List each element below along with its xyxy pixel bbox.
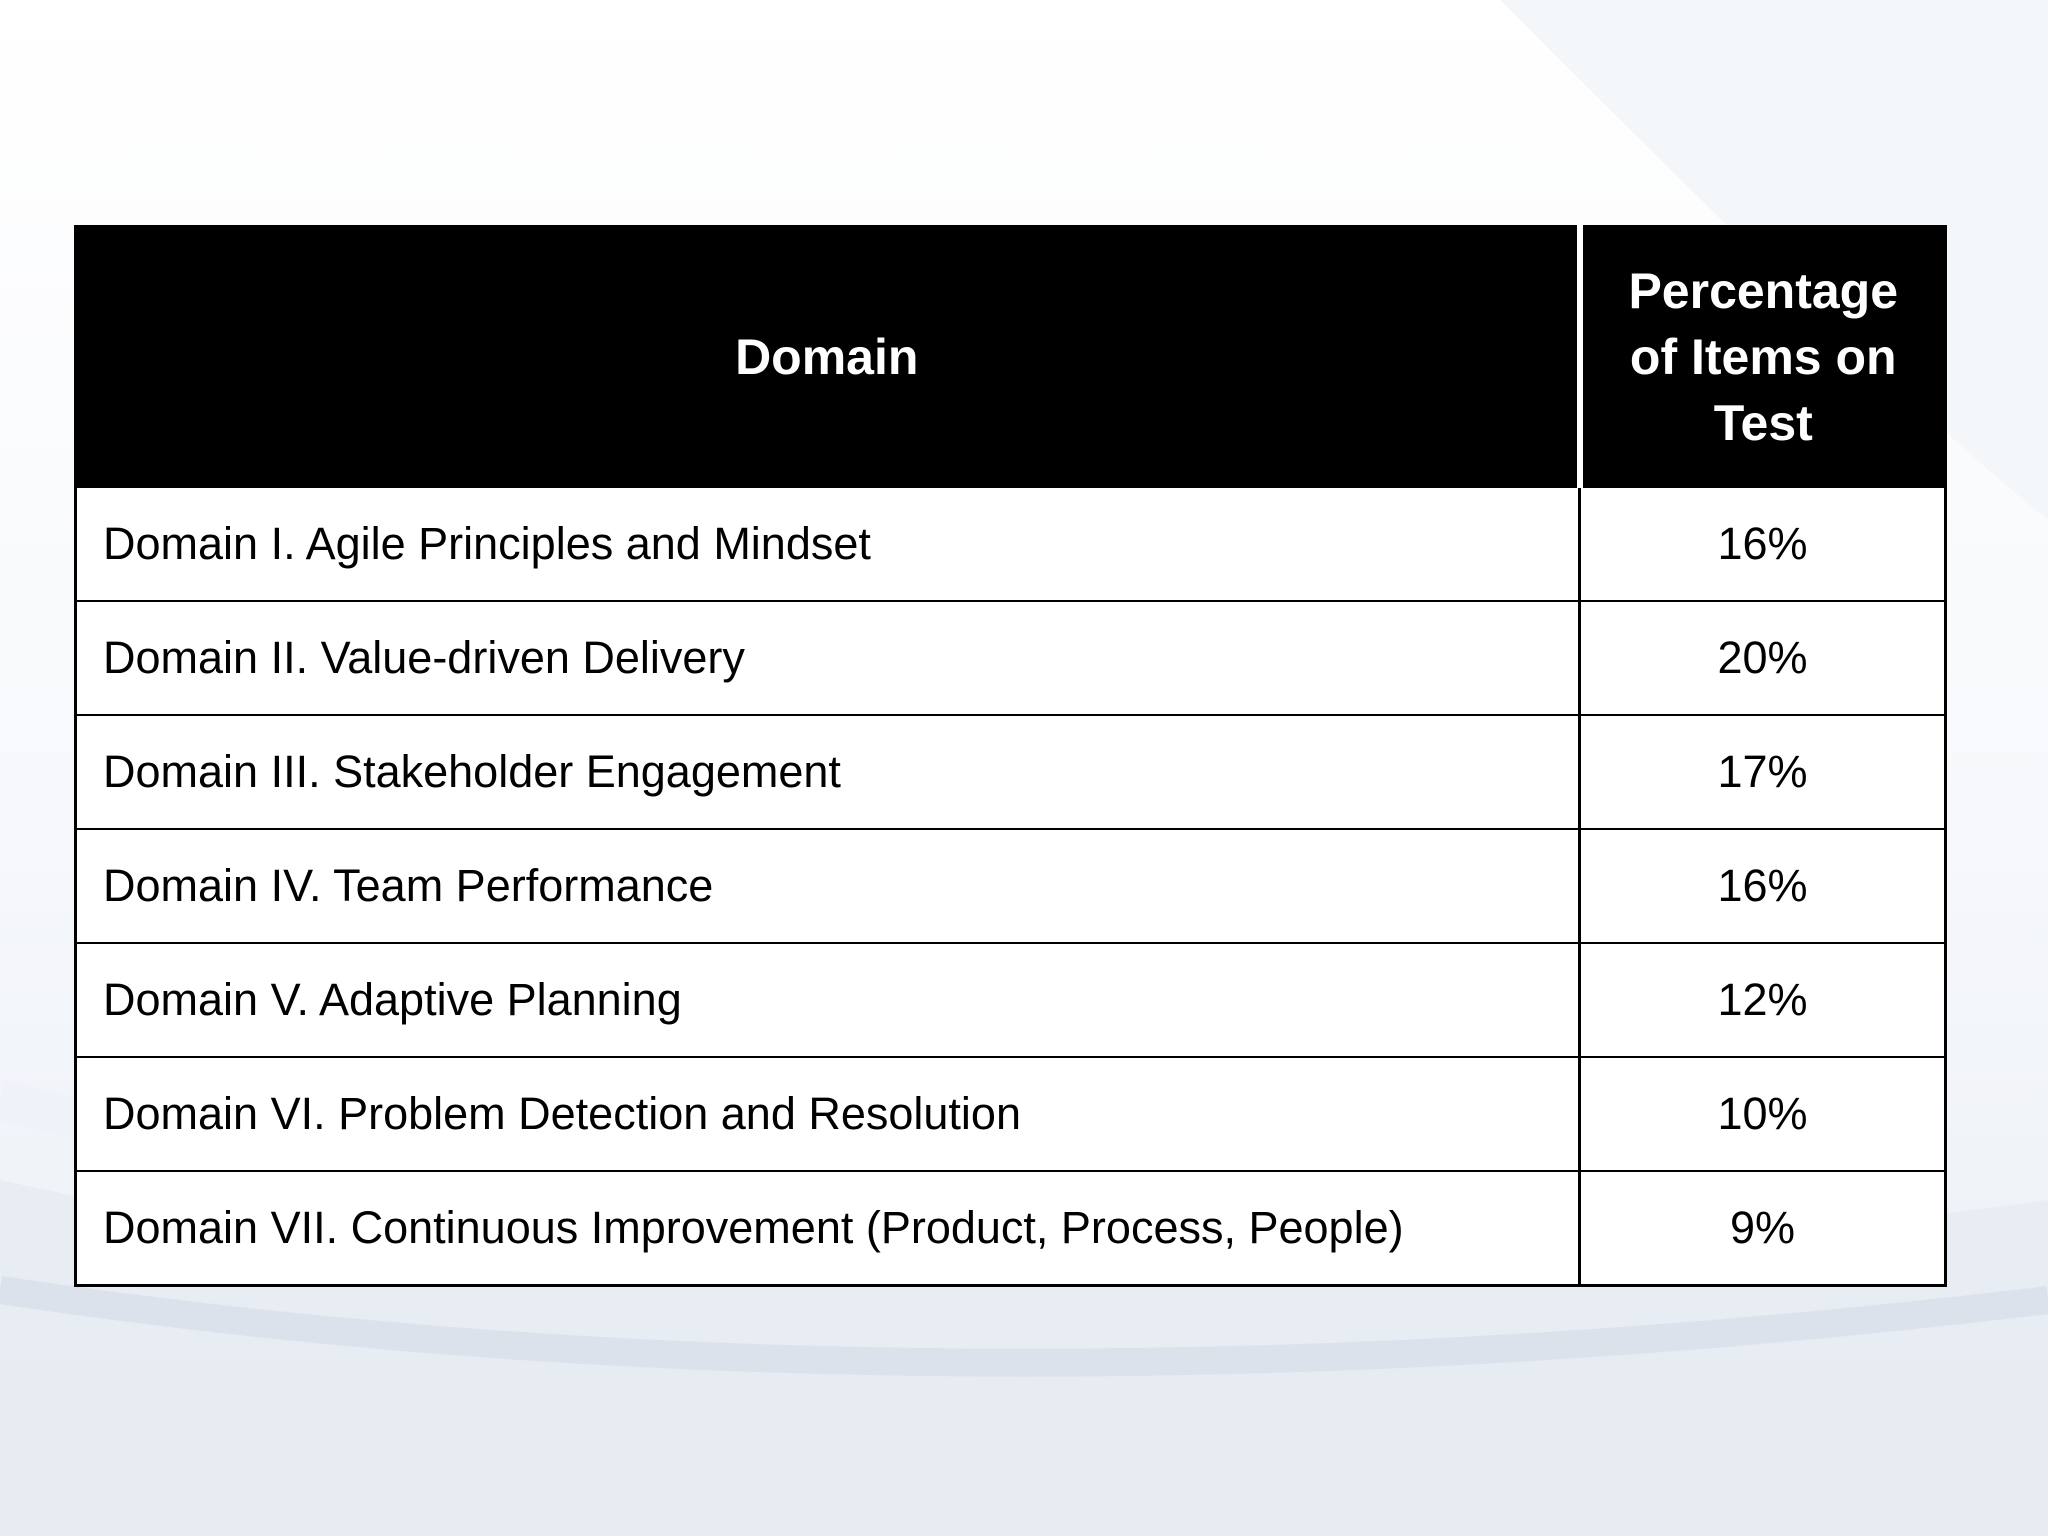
header-domain: Domain (75, 226, 1580, 487)
percentage-cell: 10% (1579, 1056, 1946, 1171)
header-percentage: Percentage of Items on Test (1576, 226, 1946, 487)
table-row: Domain V. Adaptive Planning 12% (75, 942, 1946, 1057)
percentage-cell: 16% (1579, 828, 1946, 943)
domain-percentage-table: Domain Percentage of Items on Test Domai… (74, 225, 1947, 1287)
header-percentage-line: Test (1713, 395, 1813, 451)
percentage-cell: 17% (1579, 714, 1946, 829)
percentage-cell: 20% (1579, 600, 1946, 715)
table-row: Domain I. Agile Principles and Mindset 1… (75, 486, 1946, 601)
domain-table-container: Domain Percentage of Items on Test Domai… (74, 225, 1947, 1287)
domain-cell: Domain V. Adaptive Planning (75, 942, 1581, 1057)
domain-cell: Domain IV. Team Performance (75, 828, 1581, 943)
domain-cell: Domain VII. Continuous Improvement (Prod… (75, 1170, 1581, 1286)
table-row: Domain IV. Team Performance 16% (75, 828, 1946, 943)
header-percentage-line: of Items on (1629, 329, 1897, 385)
percentage-cell: 12% (1579, 942, 1946, 1057)
table-row: Domain III. Stakeholder Engagement 17% (75, 714, 1946, 829)
percentage-cell: 9% (1579, 1170, 1946, 1286)
domain-cell: Domain VI. Problem Detection and Resolut… (75, 1056, 1581, 1171)
domain-cell: Domain III. Stakeholder Engagement (75, 714, 1581, 829)
table-header-row: Domain Percentage of Items on Test (75, 226, 1946, 487)
table-row: Domain VII. Continuous Improvement (Prod… (75, 1170, 1946, 1286)
table-row: Domain II. Value-driven Delivery 20% (75, 600, 1946, 715)
table-row: Domain VI. Problem Detection and Resolut… (75, 1056, 1946, 1171)
header-percentage-line: Percentage (1628, 263, 1899, 319)
domain-cell: Domain I. Agile Principles and Mindset (75, 486, 1581, 601)
percentage-cell: 16% (1579, 486, 1946, 601)
domain-cell: Domain II. Value-driven Delivery (75, 600, 1581, 715)
